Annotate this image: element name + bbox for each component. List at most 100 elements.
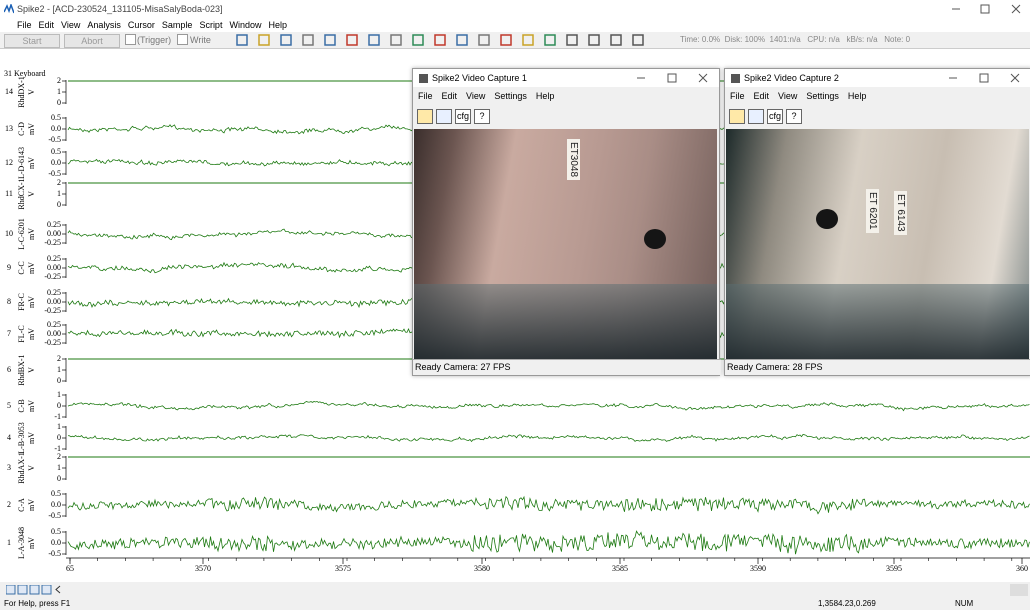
y-tick-label: 0.25 (47, 220, 61, 229)
tool-icon[interactable] (457, 35, 467, 45)
toolbar: Start Abort (Trigger) Write Time: 0.0% D… (0, 32, 1030, 49)
menu-item[interactable]: Sample (162, 20, 193, 30)
tool-icon[interactable] (259, 35, 269, 45)
toolbar-icons[interactable] (235, 33, 675, 47)
video-title-bar: Spike2 Video Capture 1 (413, 69, 719, 87)
y-tick-label: -1 (54, 412, 61, 421)
tool-icon[interactable] (281, 35, 291, 45)
menu-item[interactable]: File (730, 91, 745, 101)
y-tick-label: 0.00 (47, 263, 61, 272)
menu-item[interactable]: View (778, 91, 797, 101)
menu-item[interactable]: File (418, 91, 433, 101)
tool-icon[interactable] (325, 35, 335, 45)
menu-item[interactable]: Settings (806, 91, 839, 101)
y-tick-label: 1 (57, 390, 61, 399)
channel-unit: mV (27, 157, 36, 169)
y-tick-label: 0.25 (47, 320, 61, 329)
menu-item[interactable]: Analysis (87, 20, 121, 30)
tool-icon[interactable] (237, 35, 247, 45)
tool-icon[interactable] (523, 35, 533, 45)
channel-name: RhdDX-1 (17, 76, 26, 108)
video-controls[interactable] (633, 69, 713, 93)
video-controls[interactable] (945, 69, 1025, 93)
y-tick-label: -0.5 (48, 511, 61, 520)
window-controls[interactable] (950, 4, 1026, 14)
y-tick-label: 0.5 (51, 147, 61, 156)
y-tick-label: 0.0 (51, 538, 61, 547)
status-position: 1,3584.23,0.269 (818, 598, 876, 610)
tool-icon[interactable] (435, 35, 445, 45)
tool-icon[interactable] (391, 35, 401, 45)
menu-item[interactable]: Help (848, 91, 867, 101)
y-tick-label: 2 (57, 178, 61, 187)
channel-unit: mV (27, 123, 36, 135)
channel-number: 3 (7, 463, 11, 472)
tool-icon[interactable] (545, 35, 555, 45)
tool-icon[interactable] (413, 35, 423, 45)
trigger-checkbox[interactable] (125, 34, 136, 45)
abort-button[interactable]: Abort (64, 34, 120, 48)
channel-unit: mV (27, 296, 36, 308)
control-glyphs[interactable] (633, 69, 713, 87)
start-button[interactable]: Start (4, 34, 60, 48)
menu-item[interactable]: Help (536, 91, 555, 101)
channel-number: 2 (7, 500, 11, 509)
cfg-button[interactable]: cfg (767, 109, 783, 124)
grid-button[interactable] (748, 109, 764, 124)
y-tick-label: 0.5 (51, 113, 61, 122)
x-tick-label: 3595 (886, 564, 902, 573)
video-title-bar: Spike2 Video Capture 2 (725, 69, 1030, 87)
menu-item[interactable]: Help (268, 20, 287, 30)
menu-item[interactable]: View (466, 91, 485, 101)
channel-number: 13 (5, 124, 13, 133)
y-tick-label: -0.5 (48, 169, 61, 178)
tool-icon[interactable] (501, 35, 511, 45)
y-tick-label: 0.25 (47, 288, 61, 297)
channel-unit: mV (27, 262, 36, 274)
tool-icon[interactable] (479, 35, 489, 45)
monitor-button[interactable] (417, 109, 433, 124)
y-tick-label: -0.5 (48, 549, 61, 558)
control-glyphs[interactable] (945, 69, 1025, 87)
video-menu: File Edit View Settings Help (418, 91, 563, 101)
menu-item[interactable]: View (61, 20, 80, 30)
channel-name: L-C-6201 (17, 218, 26, 250)
tool-icon[interactable] (589, 35, 599, 45)
help-button[interactable]: ? (786, 109, 802, 124)
arena-floor (414, 284, 717, 359)
channel-number: 11 (5, 189, 13, 198)
y-tick-label: 0 (57, 376, 61, 385)
menu-item[interactable]: Edit (754, 91, 770, 101)
tool-icon[interactable] (611, 35, 621, 45)
grid-button[interactable] (436, 109, 452, 124)
arena-floor (726, 284, 1029, 359)
video-title: Spike2 Video Capture 1 (432, 73, 527, 83)
help-button[interactable]: ? (474, 109, 490, 124)
view-icons[interactable] (6, 585, 86, 596)
x-tick-label: 3570 (195, 564, 211, 573)
channel-number: 8 (7, 297, 11, 306)
cfg-button[interactable]: cfg (455, 109, 471, 124)
menu-item[interactable]: Settings (494, 91, 527, 101)
menu-item[interactable]: Window (229, 20, 261, 30)
menu-item[interactable]: Script (199, 20, 222, 30)
write-checkbox[interactable] (177, 34, 188, 45)
video-menu: File Edit View Settings Help (730, 91, 875, 101)
tool-icon[interactable] (567, 35, 577, 45)
y-tick-label: 0 (57, 474, 61, 483)
channel-unit: V (27, 465, 36, 471)
y-tick-label: 0.00 (47, 329, 61, 338)
video-window: Spike2 Video Capture 2 File Edit View Settin… (724, 68, 1030, 376)
menu-item[interactable]: Edit (39, 20, 55, 30)
monitor-button[interactable] (729, 109, 745, 124)
tool-icon[interactable] (303, 35, 313, 45)
menu-item[interactable]: Cursor (128, 20, 155, 30)
scroll-right[interactable] (1010, 584, 1028, 596)
tool-icon[interactable] (369, 35, 379, 45)
menu-item[interactable]: Edit (442, 91, 458, 101)
y-tick-label: -0.25 (44, 338, 61, 347)
y-tick-label: 2 (57, 354, 61, 363)
tool-icon[interactable] (347, 35, 357, 45)
tool-icon[interactable] (633, 35, 643, 45)
menu-item[interactable]: File (17, 20, 32, 30)
